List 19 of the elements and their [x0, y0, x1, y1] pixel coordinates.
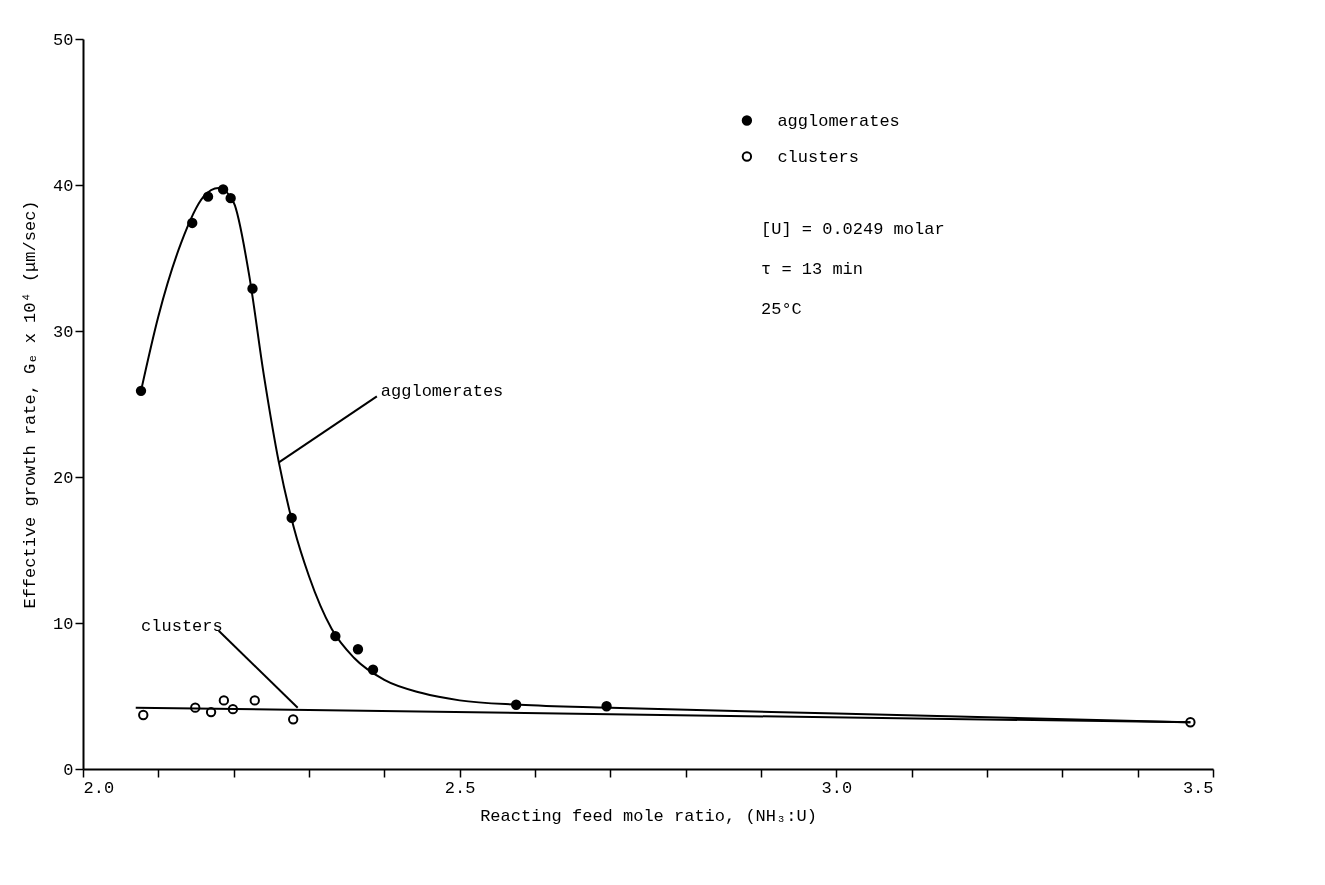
x-axis-title: Reacting feed mole ratio, (NH₃:U) — [480, 806, 817, 826]
x-tick-label: 2.5 — [444, 778, 476, 798]
x-tick-label: 3.5 — [1182, 778, 1214, 798]
x-tick-label: 3.0 — [821, 778, 853, 798]
y-tick-label: 40 — [53, 176, 74, 196]
y-tick-label: 50 — [53, 30, 74, 50]
legend-label: agglomerates — [777, 111, 900, 131]
annotation: [U] = 0.0249 molar — [761, 219, 945, 239]
legend-label: clusters — [777, 147, 860, 167]
y-tick-label: 30 — [53, 322, 74, 342]
y-tick-label: 0 — [63, 760, 74, 780]
annotation: clusters — [141, 616, 223, 636]
annotation: 25°C — [761, 299, 802, 319]
y-tick-label: 20 — [53, 468, 74, 488]
y-tick-label: 10 — [53, 614, 74, 634]
y-axis-title: Effective growth rate, Gₑ x 10⁴ (μm/sec) — [21, 200, 41, 609]
x-tick-label: 2.0 — [83, 778, 115, 798]
annotation: τ = 13 min — [761, 259, 864, 279]
annotation: agglomerates — [380, 382, 504, 402]
